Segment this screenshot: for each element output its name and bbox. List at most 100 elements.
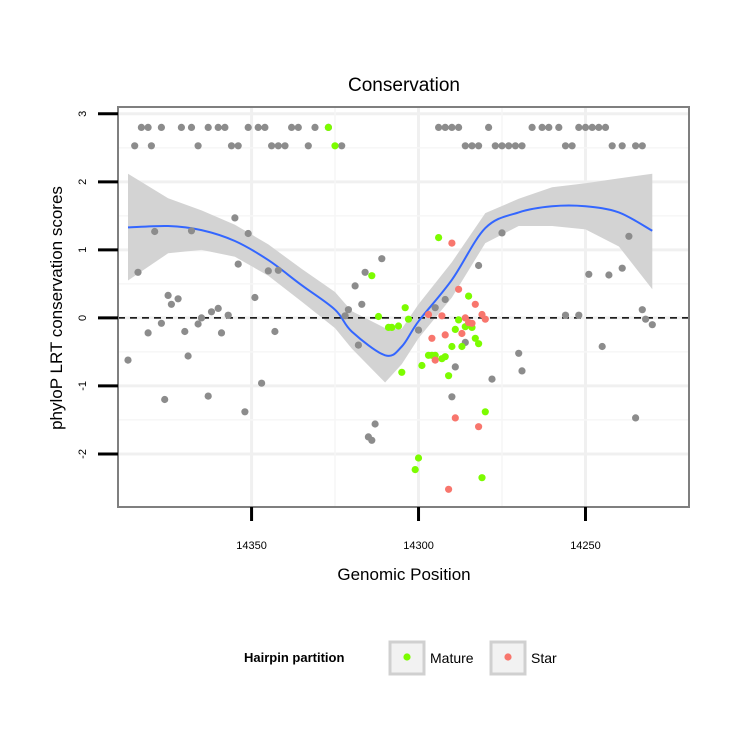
data-point-other	[244, 123, 252, 131]
data-point-star	[475, 423, 483, 431]
data-point-other	[528, 123, 536, 131]
data-point-star	[438, 312, 446, 320]
data-point-other	[545, 123, 553, 131]
data-point-other	[568, 142, 576, 150]
data-point-other	[431, 304, 439, 312]
data-point-other	[164, 291, 172, 299]
data-point-mature	[331, 142, 339, 150]
data-point-other	[151, 227, 159, 236]
legend-dot-mature	[403, 653, 411, 661]
confidence-band-group	[128, 173, 653, 383]
data-point-other	[304, 142, 312, 150]
data-point-other	[274, 266, 282, 274]
data-point-other	[181, 327, 189, 336]
data-point-mature	[458, 342, 466, 351]
data-point-other	[294, 123, 302, 131]
x-tick-label: 14250	[570, 540, 601, 552]
data-point-mature	[441, 353, 449, 361]
data-point-other	[131, 142, 139, 150]
data-point-mature	[394, 322, 403, 330]
data-point-other	[341, 312, 349, 320]
data-point-other	[475, 142, 483, 150]
data-point-other	[361, 268, 369, 276]
data-point-other	[254, 123, 262, 131]
data-point-other	[197, 314, 206, 322]
data-point-star	[445, 485, 453, 493]
legend: Hairpin partition Mature Star	[244, 640, 557, 676]
data-point-other	[137, 123, 145, 131]
data-point-star	[455, 285, 463, 293]
data-point-other	[575, 311, 583, 319]
data-point-other	[435, 123, 443, 131]
data-point-other	[214, 123, 222, 131]
data-point-mature	[448, 342, 456, 351]
data-point-other	[124, 356, 132, 364]
data-point-other	[258, 379, 266, 387]
data-point-star	[481, 315, 489, 323]
legend-label-mature: Mature	[430, 650, 474, 666]
data-point-mature	[414, 454, 423, 462]
data-point-other	[498, 142, 506, 150]
data-point-other	[187, 227, 196, 235]
data-point-other	[555, 123, 563, 131]
smooth-line	[127, 204, 653, 357]
data-point-other	[455, 123, 463, 131]
data-point-other	[354, 341, 362, 349]
data-point-other	[475, 261, 483, 270]
data-point-mature	[324, 123, 332, 131]
data-point-other	[561, 311, 570, 319]
data-point-other	[648, 321, 656, 329]
data-point-mature	[398, 368, 406, 376]
data-point-other	[271, 327, 279, 336]
data-point-other	[194, 320, 202, 328]
data-point-other	[518, 367, 526, 375]
data-point-mature	[368, 272, 376, 280]
data-point-mature	[411, 466, 419, 474]
data-point-other	[184, 352, 192, 360]
data-point-other	[207, 308, 216, 316]
data-point-other	[338, 142, 346, 150]
plot-border	[117, 106, 690, 508]
data-point-other	[618, 142, 626, 150]
data-point-star	[471, 300, 479, 308]
data-point-other	[231, 214, 239, 222]
data-point-other	[221, 123, 229, 131]
data-point-other	[274, 142, 282, 150]
data-point-other	[461, 142, 469, 150]
data-point-other	[234, 142, 242, 150]
data-point-other	[618, 264, 626, 272]
data-point-other	[187, 123, 196, 131]
y-tick-label: 1	[77, 247, 89, 253]
data-point-other	[174, 295, 182, 303]
smooth-line-group	[127, 204, 653, 357]
data-point-other	[608, 142, 616, 150]
data-point-other	[261, 123, 269, 131]
data-point-other	[595, 123, 603, 131]
data-point-star	[441, 331, 449, 339]
data-point-other	[264, 267, 272, 275]
y-tick-label: 2	[77, 179, 89, 185]
data-point-other	[268, 142, 276, 150]
data-point-other	[581, 123, 590, 131]
axes: 14350 14300 14250 -2 -1 0 1 2 3	[77, 111, 601, 552]
data-point-other	[588, 123, 596, 131]
data-point-star	[451, 414, 459, 422]
data-point-other	[632, 142, 640, 150]
data-point-other	[204, 123, 212, 131]
data-point-other	[414, 326, 423, 334]
chart-title: Conservation	[348, 75, 460, 96]
data-point-other	[157, 319, 165, 327]
data-point-mature	[374, 312, 383, 321]
data-point-other	[451, 363, 459, 371]
data-point-mature	[451, 325, 459, 333]
legend-title: Hairpin partition	[244, 650, 344, 665]
legend-dot-star	[504, 653, 512, 661]
data-point-other	[311, 123, 319, 131]
x-tick-label: 14350	[236, 540, 267, 552]
data-point-mature	[388, 323, 396, 331]
data-point-other	[638, 142, 646, 150]
data-point-other	[214, 304, 222, 312]
data-point-mature	[404, 315, 413, 323]
data-point-other	[491, 142, 499, 150]
